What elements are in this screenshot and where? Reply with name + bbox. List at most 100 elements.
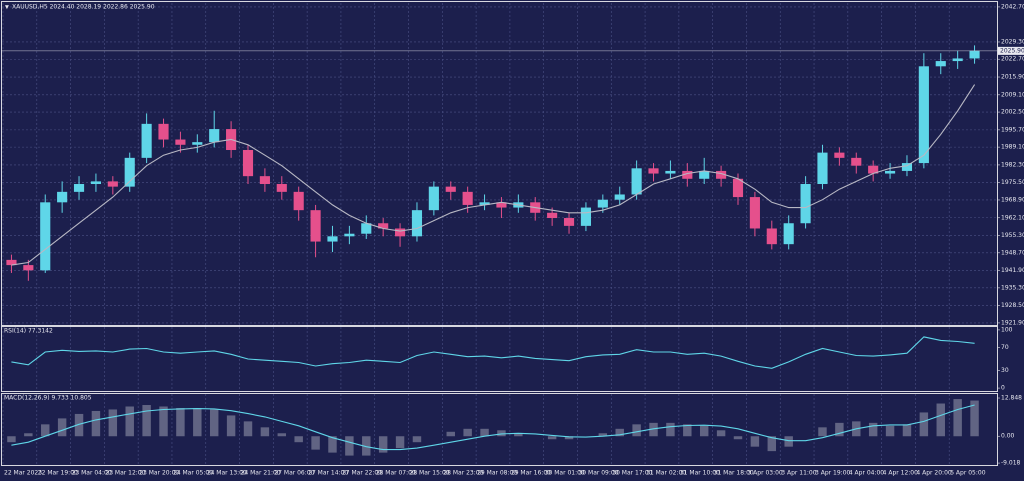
x-tick-label: 3 Apr 19:00 (815, 470, 850, 477)
candle-body (614, 194, 625, 200)
macd-bar (294, 436, 303, 443)
candle-body (918, 66, 929, 164)
values-line (11, 336, 975, 369)
macd-bar (209, 409, 219, 437)
macd-bar (936, 403, 945, 437)
macd-bar (497, 430, 506, 437)
macd-bar (868, 422, 878, 437)
x-tick-label: 23 Mar 20:00 (139, 470, 179, 477)
rsi-panel-frame (1, 326, 998, 392)
x-tick-label: 31 Mar 18:00 (714, 470, 754, 477)
candle-body (716, 170, 727, 179)
candle-body (378, 223, 389, 229)
macd-bar (767, 436, 777, 452)
x-tick-label: 23 Mar 12:00 (105, 470, 145, 477)
y-tick-label: 2009.10 (1001, 91, 1024, 98)
candle-body (259, 176, 270, 185)
ma-line (11, 84, 976, 266)
candle-body (547, 212, 558, 219)
candle-body (580, 207, 591, 226)
y-tick-label: 0.00 (1001, 433, 1015, 440)
candle-body (682, 170, 693, 179)
macd-title: MACD(12,26,9) 9.733 10.805 (4, 395, 92, 402)
y-tick-label: 1995.70 (1001, 126, 1024, 133)
candle-body (749, 197, 760, 229)
macd-bar (733, 436, 743, 440)
candle-body (327, 236, 338, 242)
macd-bar (159, 406, 168, 437)
macd-bar (7, 436, 16, 443)
y-tick-label: 70 (1001, 344, 1009, 351)
macd-bar (632, 424, 641, 437)
x-tick-label: 22 Mar 19:00 (38, 470, 78, 477)
x-tick-label: 24 Mar 21:00 (241, 470, 281, 477)
macd-bar (547, 436, 557, 440)
current-price-box (998, 46, 1024, 55)
candle-body (479, 202, 490, 205)
y-tick-label: 1975.50 (1001, 179, 1024, 186)
macd-bar (412, 436, 422, 443)
y-tick-label: 1928.50 (1001, 302, 1024, 309)
candle-body (293, 191, 304, 211)
macd-panel-frame (1, 393, 998, 466)
candle-body (73, 184, 85, 192)
macd-bar (953, 399, 962, 437)
y-tick-label: 1935.30 (1001, 284, 1024, 291)
x-tick-label: 28 Mar 23:00 (443, 470, 483, 477)
x-tick-label: 27 Mar 06:00 (274, 470, 314, 477)
macd-bar (378, 436, 388, 453)
price-title: XAUUSD,H5 2024.40 2028.19 2022.86 2025.9… (12, 4, 155, 11)
macd-bar (446, 431, 455, 437)
current-price-label: 2025.90 (1000, 47, 1024, 54)
macd-bar (666, 422, 675, 437)
candle-body (817, 152, 828, 185)
x-tick-label: 22 Mar 2023 (4, 470, 42, 477)
candle-body (834, 152, 845, 158)
macd-bar (463, 428, 472, 437)
candle-body (496, 202, 507, 208)
macd-bar (311, 436, 320, 450)
x-tick-label: 29 Mar 08:00 (477, 470, 517, 477)
candle-body (597, 199, 608, 208)
x-tick-label: 24 Mar 05:00 (173, 470, 213, 477)
macd-bar (716, 430, 726, 437)
x-tick-label: 4 Apr 12:00 (883, 470, 918, 477)
y-tick-label: 100 (1001, 326, 1013, 333)
x-tick-label: 3 Apr 11:00 (781, 470, 816, 477)
macd-bar (91, 410, 101, 437)
candle-body (732, 178, 744, 198)
macd-bar (41, 424, 50, 437)
candle-body (242, 150, 254, 177)
x-tick-label: 30 Mar 01:00 (545, 470, 585, 477)
x-tick-label: 28 Mar 15:00 (410, 470, 450, 477)
marks (2, 45, 998, 456)
collapse-icon[interactable]: ▼ (5, 5, 9, 11)
candle-body (648, 168, 659, 174)
candle-body (23, 265, 34, 271)
candle-body (851, 157, 862, 166)
y-tick-label: 1948.70 (1001, 249, 1024, 256)
candle-body (766, 228, 777, 245)
macd-bar (24, 433, 33, 437)
macd-bar (750, 436, 760, 447)
y-tick-label: 2015.90 (1001, 74, 1024, 81)
x-tick-label: 27 Mar 14:00 (308, 470, 348, 477)
x-tick-label: 28 Mar 07:00 (376, 470, 416, 477)
candle-body (665, 170, 676, 174)
x-tick-label: 30 Mar 09:00 (578, 470, 618, 477)
macd-bar (818, 427, 827, 437)
y-tick-label: 1968.90 (1001, 196, 1024, 203)
macd-bar (784, 436, 793, 447)
y-tick-label: 2022.70 (1001, 56, 1024, 63)
macd-bar (835, 422, 844, 437)
macd-bar (328, 436, 337, 453)
macd-bar (277, 433, 287, 437)
rsi-title: RSI(14) 77.3142 (4, 328, 53, 335)
candle-body (631, 168, 642, 195)
y-tick-label: 1989.10 (1001, 144, 1024, 151)
y-tick-label: 1921.90 (1001, 319, 1024, 326)
candle-body (40, 202, 51, 271)
y-tick-label: 1955.30 (1001, 232, 1024, 239)
macd-bar (345, 436, 354, 456)
macd-bar (362, 436, 371, 456)
